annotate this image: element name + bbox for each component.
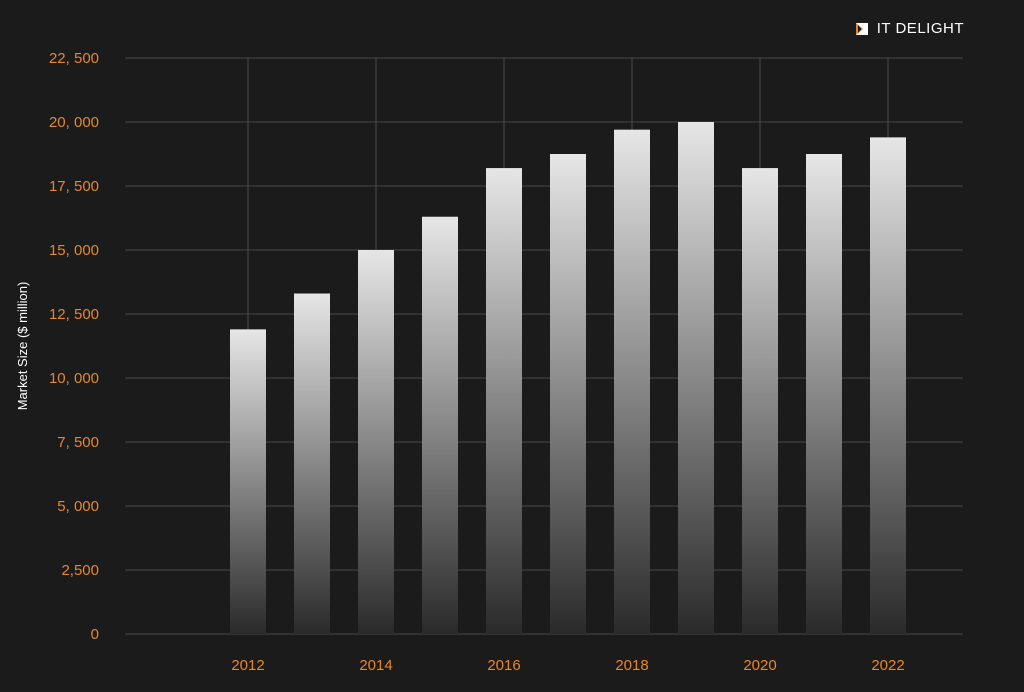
bar-2017 xyxy=(550,154,586,634)
bars xyxy=(230,122,906,635)
y-tick-label: 17, 500 xyxy=(49,178,99,195)
x-tick-label: 2020 xyxy=(743,657,776,674)
bar-2019 xyxy=(678,122,714,634)
bar-2020 xyxy=(742,168,778,634)
y-tick-label: 15, 000 xyxy=(49,242,99,259)
bar-2014 xyxy=(358,250,394,634)
y-tick-label: 2,500 xyxy=(61,562,99,579)
y-tick-label: 10, 000 xyxy=(49,370,99,387)
x-tick-label: 2018 xyxy=(615,657,648,674)
y-tick-label: 5, 000 xyxy=(57,498,99,515)
it-delight-logo-icon xyxy=(855,22,868,35)
y-tick-label: 20, 000 xyxy=(49,114,99,131)
bar-2022 xyxy=(870,137,906,635)
bar-2015 xyxy=(422,216,458,634)
y-tick-label: 7, 500 xyxy=(57,434,99,451)
y-axis-label: Market Size ($ million) xyxy=(15,282,30,411)
bar-2012 xyxy=(230,329,266,634)
y-tick-label: 0 xyxy=(91,626,99,643)
x-tick-label: 2012 xyxy=(231,657,264,674)
x-tick-label: 2014 xyxy=(359,657,392,674)
y-tick-label: 22, 500 xyxy=(49,50,99,67)
y-axis-ticks: 0 2,500 5, 000 7, 500 10, 000 12, 500 15, 000 1… xyxy=(49,50,99,643)
y-tick-label: 12, 500 xyxy=(49,306,99,323)
x-axis-ticks: 2012 2014 2016 2018 2020 2022 xyxy=(231,657,904,674)
x-tick-label: 2016 xyxy=(487,657,520,674)
bar-2021 xyxy=(806,154,842,634)
x-tick-label: 2022 xyxy=(871,657,904,674)
bar-2016 xyxy=(486,168,522,634)
brand-name: IT DELIGHT xyxy=(876,20,964,37)
brand: IT DELIGHT xyxy=(855,20,964,37)
bar-2013 xyxy=(294,293,330,634)
bar-2018 xyxy=(614,129,650,634)
